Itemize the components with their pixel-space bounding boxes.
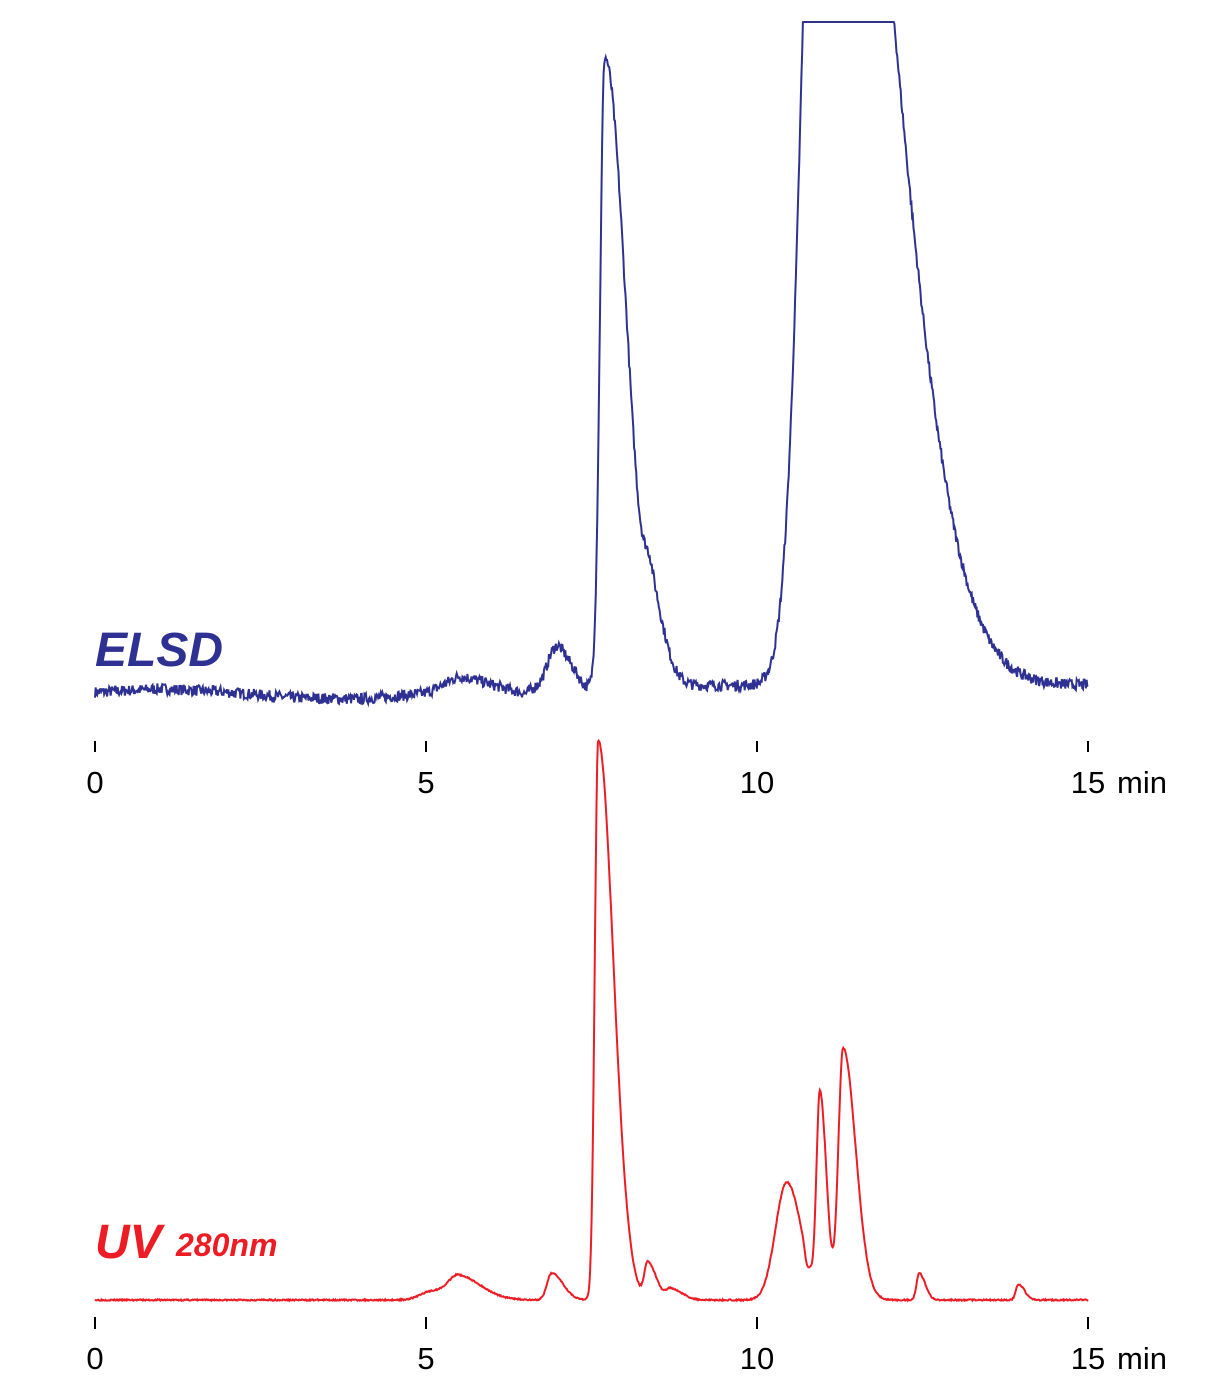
elsd-x-tick-label: 15 bbox=[1071, 765, 1105, 800]
elsd-label: ELSD bbox=[95, 624, 223, 677]
elsd-panel: ELSD 0 5 10 15 min bbox=[86, 21, 1167, 800]
uv-x-tick-label: 15 bbox=[1071, 1341, 1105, 1376]
uv-unit-label: min bbox=[1117, 1341, 1167, 1376]
uv-label: UV bbox=[95, 1216, 166, 1269]
uv-x-tick-label: 0 bbox=[86, 1341, 103, 1376]
uv-panel: UV 280nm 0 5 10 15 min bbox=[86, 738, 1167, 1376]
uv-trace-line bbox=[94, 738, 1089, 1303]
uv-x-tick-label: 5 bbox=[417, 1341, 434, 1376]
uv-wavelength-label: 280nm bbox=[175, 1227, 277, 1263]
elsd-x-tick-label: 5 bbox=[417, 765, 434, 800]
uv-x-tick-label: 10 bbox=[740, 1341, 774, 1376]
elsd-x-axis: 0 5 10 15 bbox=[86, 741, 1105, 800]
elsd-x-tick-label: 10 bbox=[740, 765, 774, 800]
elsd-trace-line bbox=[94, 21, 1089, 708]
uv-x-axis: 0 5 10 15 bbox=[86, 1317, 1105, 1376]
elsd-unit-label: min bbox=[1117, 765, 1167, 800]
elsd-x-tick-label: 0 bbox=[86, 765, 103, 800]
